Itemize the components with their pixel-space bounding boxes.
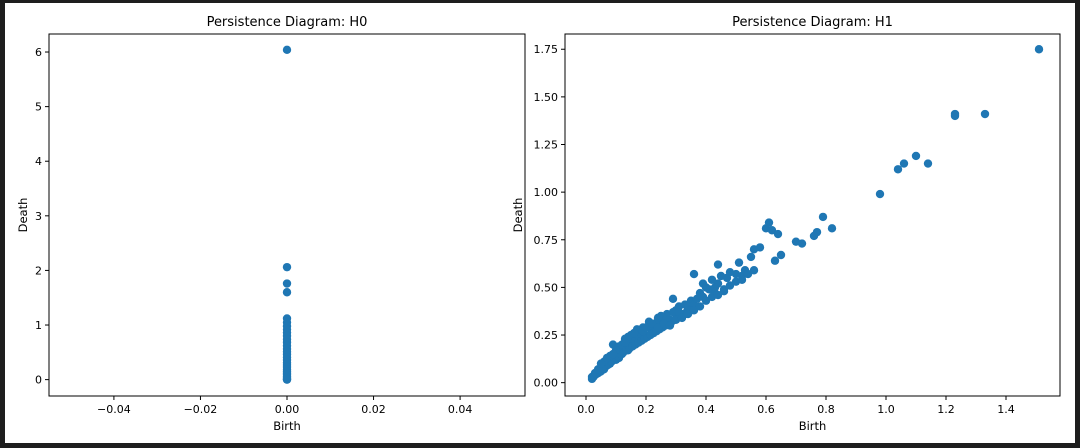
h0-y-tick-label: 3 [35, 210, 42, 223]
h1-data-point [713, 290, 723, 300]
h0-data-point [282, 375, 292, 384]
h0-y-tick-label: 4 [35, 155, 42, 168]
h1-x-tick-label: 0.4 [697, 403, 715, 416]
h1-data-point [695, 302, 705, 311]
h1-data-point [1034, 45, 1044, 54]
h1-x-tick-label: 1.4 [997, 403, 1015, 416]
h0-axes: −0.04 −0.02 0.00 0.02 0.04 0 1 2 3 4 5 6 Persistence… [16, 15, 526, 433]
h0-x-tick-label: 0.04 [448, 403, 473, 416]
h1-data-point [719, 287, 729, 296]
h0-data-point [282, 45, 292, 55]
h1-axes-frame [564, 33, 1061, 397]
h1-data-point [680, 300, 690, 309]
h1-data-point [620, 338, 630, 347]
h1-data-point [722, 273, 732, 283]
h1-y-tick-label: 1.00 [534, 186, 559, 199]
h1-y-tick-label: 1.50 [534, 91, 559, 104]
h1-data-point [737, 275, 747, 284]
h0-data-point [282, 288, 292, 297]
h1-data-point [689, 306, 699, 315]
h0-x-tick-label: 0.02 [361, 403, 386, 416]
h0-x-tick-label: −0.04 [97, 403, 131, 416]
chart-canvas: −0.04 −0.02 0.00 0.02 0.04 0 1 2 3 4 5 6 Persistence… [16, 15, 1061, 433]
h1-data-point [827, 224, 837, 233]
h1-data-point [668, 307, 678, 317]
h0-y-tick-label: 0 [35, 374, 42, 387]
h1-data-point [608, 349, 618, 359]
h1-data-point [911, 151, 921, 161]
figure: −0.04 −0.02 0.00 0.02 0.04 0 1 2 3 4 5 6 Persistence… [5, 3, 1075, 443]
h1-y-tick-label: 1.25 [534, 139, 559, 152]
h1-x-tick-label: 0.0 [577, 403, 595, 416]
h0-x-tick-label: 0.00 [275, 403, 300, 416]
h1-data-point [797, 239, 807, 248]
h0-data-point [282, 262, 292, 272]
h1-data-point [707, 275, 717, 284]
h1-data-point [980, 109, 990, 119]
h1-data-point [749, 245, 759, 254]
h1-y-axis-label: Death [511, 198, 525, 233]
h0-y-tick-label: 6 [35, 46, 42, 59]
h1-x-tick-label: 0.8 [817, 403, 835, 416]
h1-y-tick-label: 0.75 [534, 234, 559, 247]
h0-x-axis-label: Birth [273, 419, 301, 433]
h0-data-point [282, 279, 292, 288]
h1-data-point [725, 281, 735, 290]
h1-x-tick-label: 1.0 [877, 403, 895, 416]
h1-data-point [677, 313, 687, 323]
h1-data-point [875, 189, 885, 199]
h0-y-tick-label: 5 [35, 101, 42, 114]
h1-data-point [668, 294, 678, 304]
h1-data-point [629, 328, 639, 338]
h1-y-tick-label: 0.50 [534, 281, 559, 294]
h1-data-point [713, 260, 723, 269]
h1-data-point [653, 323, 663, 332]
h1-data-point [770, 256, 780, 265]
h1-axes: 0.0 0.2 0.4 0.6 0.8 1.0 1.2 1.4 0.00 0.25 0.50 0.75… [511, 15, 1061, 433]
h1-data-point [749, 266, 759, 275]
h1-data-point [899, 159, 909, 168]
h1-data-point [710, 283, 720, 292]
h1-y-tick-label: 0.00 [534, 377, 559, 390]
h1-data-point [689, 269, 699, 279]
h1-data-point [602, 353, 612, 363]
h1-data-point [647, 319, 657, 328]
h0-x-tick-label: −0.02 [184, 403, 218, 416]
h1-data-point [641, 323, 651, 332]
h1-data-point [809, 231, 819, 241]
h1-data-point [596, 359, 606, 368]
h1-y-tick-label: 1.75 [534, 43, 559, 56]
h1-x-tick-label: 0.6 [757, 403, 775, 416]
h1-data-point [746, 252, 756, 262]
h1-data-point [743, 269, 753, 279]
h1-data-point [665, 321, 675, 330]
h1-data-point [950, 111, 960, 121]
h0-y-tick-label: 1 [35, 319, 42, 332]
h1-x-tick-label: 0.2 [637, 403, 655, 416]
h1-data-point [923, 159, 933, 168]
h1-data-point [893, 165, 903, 174]
h1-data-point [683, 309, 693, 319]
h0-y-axis-label: Death [16, 198, 30, 233]
h1-data-point [734, 258, 744, 267]
h1-y-tick-label: 0.25 [534, 329, 559, 342]
h0-y-tick-label: 2 [35, 264, 42, 277]
h1-x-axis-label: Birth [799, 419, 827, 433]
h1-data-point [776, 250, 786, 260]
h1-data-point [767, 226, 777, 235]
h0-chart-title: Persistence Diagram: H0 [207, 15, 368, 30]
h1-x-tick-label: 1.2 [937, 403, 955, 416]
h1-chart-title: Persistence Diagram: H1 [732, 15, 893, 30]
h1-data-point [701, 296, 711, 305]
h1-data-point [773, 229, 783, 239]
h1-data-point [701, 283, 711, 292]
h1-data-point [818, 212, 828, 222]
